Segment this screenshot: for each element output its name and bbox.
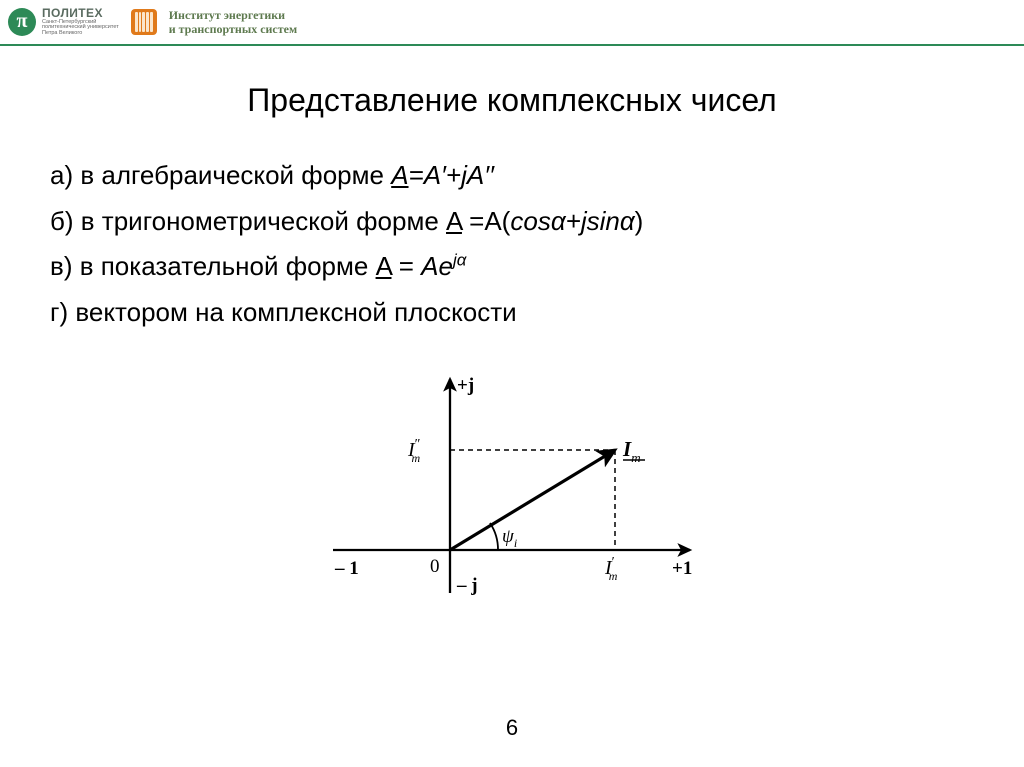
slide-content: а) в алгебраической форме A=A′+jA′′ б) в…: [0, 153, 1024, 335]
slide-header: π ПОЛИТЕХ Санкт-Петербургский политехнич…: [0, 0, 1024, 46]
svg-text:I″m: I″m: [407, 437, 421, 465]
institute-name: Институт энергетики и транспортных систе…: [169, 8, 297, 37]
institute-line2: и транспортных систем: [169, 22, 297, 36]
polytech-name: ПОЛИТЕХ: [42, 7, 119, 20]
polytech-logo: π ПОЛИТЕХ Санкт-Петербургский политехнич…: [8, 7, 119, 37]
slide-title: Представление комплексных чисел: [0, 82, 1024, 119]
institute-line1: Институт энергетики: [169, 8, 297, 22]
svg-text:ψi: ψi: [502, 526, 517, 550]
svg-text:– 1: – 1: [334, 558, 359, 579]
institute-icon: [131, 9, 157, 35]
line-a: а) в алгебраической форме A=A′+jA′′: [50, 153, 974, 199]
polytech-sub3: Петра Великого: [42, 31, 119, 37]
svg-text:I′m: I′m: [604, 555, 618, 583]
svg-text:+j: +j: [457, 375, 474, 396]
diagram-svg: +j– j+1– 10ImI″mI′mψi: [315, 365, 710, 615]
svg-text:+1: +1: [672, 558, 692, 579]
page-number: 6: [0, 715, 1024, 741]
line-c: в) в показательной форме A = Aejα: [50, 244, 974, 290]
complex-plane-diagram: +j– j+1– 10ImI″mI′mψi: [0, 365, 1024, 615]
line-d: г) вектором на комплексной плоскости: [50, 290, 974, 336]
line-b: б) в тригонометрической форме A =A(cosα+…: [50, 199, 974, 245]
svg-text:– j: – j: [456, 575, 478, 596]
pi-icon: π: [8, 8, 36, 36]
svg-text:0: 0: [430, 556, 440, 577]
